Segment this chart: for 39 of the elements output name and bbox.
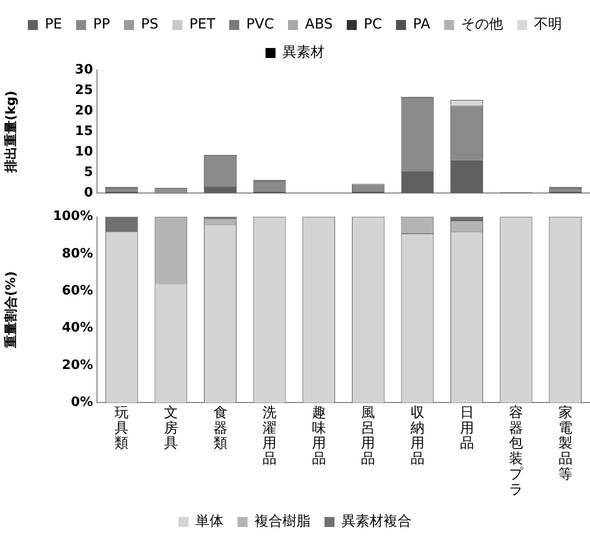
- x-tick-label: 日用品: [460, 404, 474, 452]
- y-tick-label: 40%: [62, 320, 93, 336]
- y-tick-label: 0: [84, 186, 93, 201]
- legend-label: 異素材: [282, 44, 324, 61]
- y-axis-title: 排出重量(kg): [3, 90, 20, 174]
- x-tick-label: 趣味用品: [312, 404, 326, 468]
- x-tick-label: 食器類: [213, 404, 228, 452]
- legend-label: 単体: [196, 514, 224, 530]
- y-tick-label: 60%: [62, 283, 93, 298]
- legend-label: その他: [461, 16, 504, 33]
- legend-label: PE: [44, 16, 62, 33]
- legend-label: PET: [189, 16, 216, 33]
- legend-label: 異素材複合: [342, 514, 412, 530]
- legend-label: PVC: [246, 16, 274, 33]
- y-tick-label: 20: [74, 103, 93, 118]
- x-tick-label: 洗濯用品: [262, 404, 277, 468]
- y-tick-label: 30: [74, 62, 93, 78]
- y-tick-label: 15: [74, 124, 93, 139]
- y-tick-label: 100%: [52, 209, 93, 224]
- legend-label: PC: [364, 16, 382, 33]
- legend-label: PS: [141, 16, 158, 33]
- legend-label: 不明: [534, 16, 562, 33]
- legend-label: ABS: [304, 16, 333, 33]
- x-tick-label: 玩具類: [114, 404, 129, 452]
- x-tick-label: 文房具: [164, 404, 178, 452]
- y-tick-label: 20%: [62, 358, 93, 373]
- x-tick-label: 収納用品: [410, 404, 424, 468]
- legend-label: 複合樹脂: [254, 514, 310, 530]
- x-tick-label: 容器包装プラ: [509, 404, 524, 498]
- x-tick-label: 家電製品等: [558, 404, 572, 483]
- y-tick-label: 10: [74, 144, 93, 160]
- y-tick-label: 25: [74, 82, 93, 98]
- x-tick-label: 風呂用品: [361, 404, 376, 468]
- y-tick-label: 0%: [70, 394, 93, 410]
- y-tick-label: 80%: [62, 246, 93, 262]
- legend-label: PP: [93, 16, 110, 33]
- legend-label: PA: [413, 16, 431, 33]
- y-tick-label: 5: [84, 165, 93, 180]
- y-axis-title: 重量割合(%): [3, 271, 20, 350]
